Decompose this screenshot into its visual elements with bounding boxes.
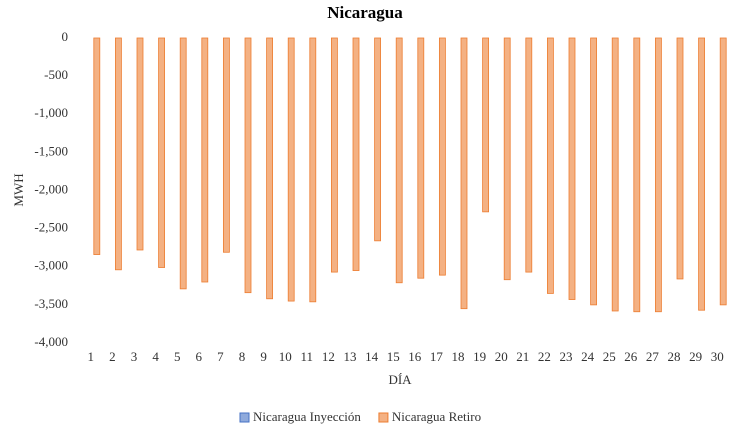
bar bbox=[655, 37, 662, 313]
bar bbox=[244, 37, 252, 294]
bar bbox=[719, 37, 727, 306]
bar bbox=[201, 37, 209, 283]
bar bbox=[590, 37, 597, 306]
y-tick-label: 0 bbox=[62, 29, 69, 44]
x-tick-label: 3 bbox=[131, 349, 138, 364]
bar bbox=[158, 37, 166, 268]
x-tick-label: 20 bbox=[495, 349, 508, 364]
bar bbox=[374, 37, 382, 242]
x-tick-label: 6 bbox=[196, 349, 203, 364]
x-tick-label: 11 bbox=[301, 349, 314, 364]
x-tick-label: 30 bbox=[711, 349, 724, 364]
x-tick-label: 22 bbox=[538, 349, 551, 364]
bar bbox=[395, 37, 403, 284]
bar bbox=[568, 37, 576, 300]
x-tick-label: 25 bbox=[603, 349, 616, 364]
x-tick-label: 23 bbox=[560, 349, 573, 364]
bar bbox=[611, 37, 619, 312]
legend-swatch bbox=[239, 412, 250, 423]
bar bbox=[482, 37, 490, 213]
x-tick-label: 19 bbox=[473, 349, 486, 364]
x-tick-label: 8 bbox=[239, 349, 246, 364]
y-tick-label: -1,000 bbox=[34, 105, 68, 120]
x-tick-label: 27 bbox=[646, 349, 660, 364]
x-tick-label: 12 bbox=[322, 349, 335, 364]
bar bbox=[503, 37, 511, 281]
legend-label: Nicaragua Retiro bbox=[392, 409, 481, 424]
bar bbox=[525, 37, 533, 273]
x-tick-label: 10 bbox=[279, 349, 292, 364]
y-tick-label: -3,500 bbox=[34, 296, 68, 311]
bar bbox=[287, 37, 295, 302]
y-tick-label: -4,000 bbox=[34, 334, 68, 349]
x-tick-label: 18 bbox=[452, 349, 465, 364]
y-axis-label: MWH bbox=[11, 173, 26, 206]
bar bbox=[93, 37, 101, 255]
x-tick-label: 4 bbox=[152, 349, 159, 364]
bar bbox=[136, 37, 144, 251]
x-tick-label: 17 bbox=[430, 349, 444, 364]
y-tick-label: -2,500 bbox=[34, 220, 68, 235]
bar bbox=[676, 37, 684, 280]
x-tick-label: 16 bbox=[408, 349, 422, 364]
bar bbox=[352, 37, 360, 271]
x-tick-label: 7 bbox=[217, 349, 224, 364]
x-tick-label: 2 bbox=[109, 349, 116, 364]
x-tick-label: 29 bbox=[689, 349, 702, 364]
y-tick-label: -2,000 bbox=[34, 181, 68, 196]
bar bbox=[115, 37, 122, 271]
bar bbox=[547, 37, 554, 294]
x-tick-label: 26 bbox=[624, 349, 638, 364]
x-tick-label: 1 bbox=[88, 349, 95, 364]
x-tick-label: 28 bbox=[668, 349, 681, 364]
x-tick-label: 15 bbox=[387, 349, 400, 364]
legend-swatch bbox=[378, 412, 389, 423]
bar bbox=[438, 37, 446, 276]
bar bbox=[179, 37, 187, 290]
bar bbox=[266, 37, 274, 300]
bar bbox=[222, 37, 230, 253]
x-tick-label: 24 bbox=[581, 349, 595, 364]
x-tick-label: 9 bbox=[260, 349, 267, 364]
x-tick-label: 21 bbox=[516, 349, 529, 364]
y-tick-label: -1,500 bbox=[34, 143, 68, 158]
bar bbox=[330, 37, 338, 273]
chart-title: Nicaragua bbox=[327, 3, 403, 22]
x-tick-label: 13 bbox=[344, 349, 357, 364]
y-tick-label: -500 bbox=[44, 67, 68, 82]
x-tick-label: 5 bbox=[174, 349, 181, 364]
x-axis-label: DÍA bbox=[388, 372, 412, 387]
legend-label: Nicaragua Inyección bbox=[253, 409, 361, 424]
y-tick-label: -3,000 bbox=[34, 258, 68, 273]
bar bbox=[633, 37, 641, 313]
bar bbox=[309, 37, 317, 303]
x-tick-label: 14 bbox=[365, 349, 379, 364]
bar bbox=[698, 37, 705, 311]
bar bbox=[417, 37, 425, 279]
bar bbox=[460, 37, 468, 310]
